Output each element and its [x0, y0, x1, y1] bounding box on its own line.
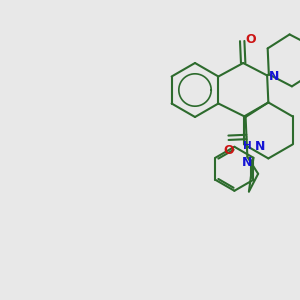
Text: N: N — [242, 156, 253, 169]
Text: O: O — [223, 144, 234, 157]
Text: H: H — [243, 141, 252, 151]
Text: N: N — [254, 140, 265, 153]
Text: N: N — [269, 70, 280, 83]
Text: O: O — [245, 32, 256, 46]
